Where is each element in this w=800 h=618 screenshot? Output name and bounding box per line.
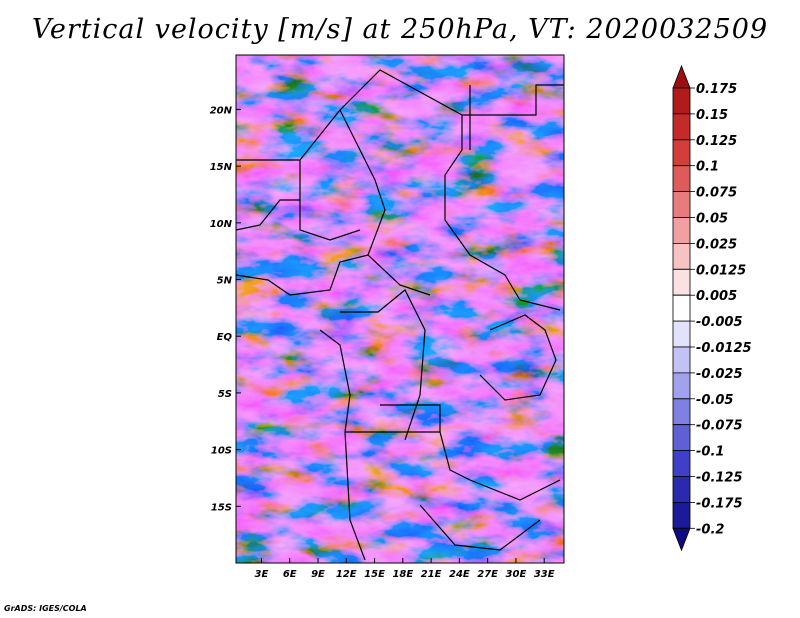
colorbar-label: 0.05 bbox=[696, 212, 728, 227]
colorbar-segment bbox=[672, 87, 691, 115]
colorbar-segment bbox=[672, 268, 691, 296]
colorbar-segment bbox=[672, 501, 691, 529]
colorbar-label: -0.0125 bbox=[696, 341, 752, 356]
colorbar-label: 0.1 bbox=[696, 160, 719, 175]
map-panel bbox=[236, 55, 564, 563]
colorbar-segment bbox=[672, 217, 691, 244]
lon-label: 15E bbox=[364, 569, 385, 580]
colorbar-label: -0.075 bbox=[696, 419, 743, 434]
colorbar-segment bbox=[672, 346, 691, 374]
lon-label: 12E bbox=[336, 569, 357, 580]
lon-label: 9E bbox=[311, 569, 325, 580]
latitude-axis: 20N 15N 10N 5N EQ 5S 10S 15S bbox=[210, 105, 241, 513]
colorbar-segment bbox=[672, 476, 691, 503]
lat-label: 15N bbox=[210, 162, 233, 173]
colorbar-segment bbox=[672, 398, 691, 426]
lon-label: 30E bbox=[506, 569, 527, 580]
lon-label: 27E bbox=[477, 569, 498, 580]
colorbar-label: -0.125 bbox=[696, 471, 743, 486]
colorbar-segment bbox=[672, 165, 691, 193]
lon-label: 3E bbox=[255, 569, 269, 580]
colorbar-segment bbox=[672, 64, 691, 89]
lon-label: 18E bbox=[392, 569, 413, 580]
colorbar-segment bbox=[672, 113, 691, 141]
lat-label: EQ bbox=[217, 332, 233, 343]
colorbar-label: -0.025 bbox=[696, 367, 743, 382]
colorbar-label: 0.075 bbox=[696, 186, 737, 201]
colorbar-segment bbox=[672, 372, 691, 400]
colorbar: 0.175 0.15 0.125 0.1 0.075 0.05 0.025 0.0125 0.0… bbox=[672, 64, 752, 552]
lat-label: 10N bbox=[210, 219, 233, 230]
lat-label: 5S bbox=[218, 389, 232, 400]
velocity-texture bbox=[236, 55, 564, 563]
colorbar-label: -0.05 bbox=[696, 393, 733, 408]
colorbar-segment bbox=[672, 527, 691, 552]
colorbar-label: 0.005 bbox=[696, 289, 737, 304]
lat-label: 15S bbox=[211, 502, 232, 513]
longitude-axis: 3E 6E 9E 12E 15E 18E 21E 24E 27E 30E 33E bbox=[255, 558, 555, 580]
colorbar-label: -0.005 bbox=[696, 315, 743, 330]
lat-label: 10S bbox=[211, 446, 232, 457]
colorbar-label: 0.15 bbox=[696, 108, 728, 123]
colorbar-label: -0.1 bbox=[696, 445, 724, 460]
colorbar-segment bbox=[672, 294, 691, 322]
colorbar-label: 0.0125 bbox=[696, 263, 746, 278]
colorbar-label: 0.125 bbox=[696, 134, 737, 149]
colorbar-segment bbox=[672, 424, 691, 452]
colorbar-label: 0.025 bbox=[696, 237, 737, 252]
lat-label: 20N bbox=[210, 105, 233, 116]
grads-credit: GrADS: IGES/COLA bbox=[4, 604, 87, 613]
colorbar-segment bbox=[672, 450, 691, 477]
colorbar-segment bbox=[672, 191, 691, 218]
chart-title: Vertical velocity [m/s] at 250hPa, VT: 2… bbox=[31, 14, 769, 45]
colorbar-label: 0.175 bbox=[696, 82, 737, 97]
lon-label: 6E bbox=[283, 569, 297, 580]
colorbar-segment bbox=[672, 139, 691, 167]
lat-label: 5N bbox=[217, 276, 233, 287]
colorbar-segment bbox=[672, 320, 691, 348]
lon-label: 21E bbox=[421, 569, 442, 580]
colorbar-segment bbox=[672, 242, 691, 270]
map-frame bbox=[235, 54, 565, 564]
colorbar-label: -0.175 bbox=[696, 496, 743, 511]
lon-label: 24E bbox=[449, 569, 470, 580]
lon-label: 33E bbox=[534, 569, 555, 580]
colorbar-label: -0.2 bbox=[696, 522, 724, 537]
country-borders bbox=[236, 69, 564, 561]
